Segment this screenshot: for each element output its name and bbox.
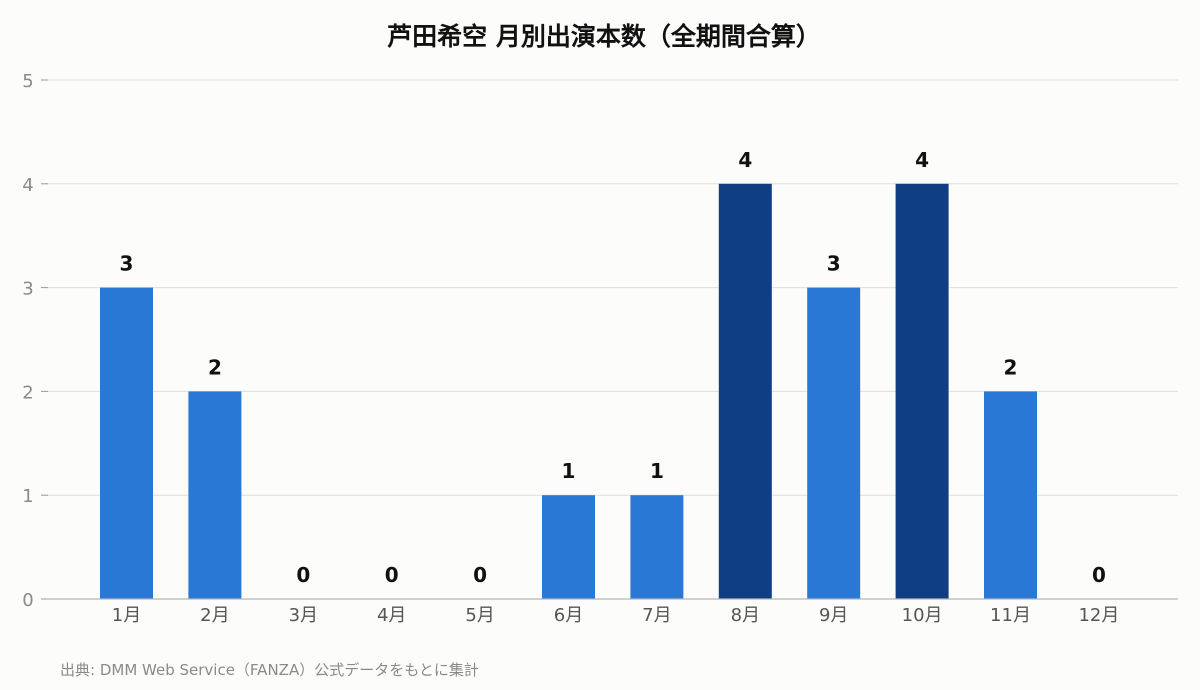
bar — [100, 288, 153, 599]
x-axis: 1月 2月 3月 4月 5月 6月 7月 8月 9月 10月 11月 12月 — [112, 605, 1120, 626]
data-label: 3 — [120, 252, 134, 276]
bar — [630, 495, 683, 599]
y-axis: 0 1 2 3 4 5 — [22, 71, 48, 611]
y-tick-label: 5 — [22, 71, 33, 92]
x-tick-label: 10月 — [902, 605, 943, 626]
x-tick-label: 11月 — [990, 605, 1031, 626]
bar — [188, 391, 241, 599]
data-label: 0 — [385, 563, 399, 587]
x-tick-label: 6月 — [554, 605, 583, 626]
x-tick-label: 12月 — [1078, 605, 1119, 626]
x-tick-label: 2月 — [200, 605, 229, 626]
data-label: 0 — [473, 563, 487, 587]
y-tick-label: 0 — [22, 590, 33, 611]
y-tick-label: 1 — [22, 486, 33, 507]
data-label: 3 — [827, 252, 841, 276]
x-tick-label: 3月 — [289, 605, 318, 626]
x-tick-label: 8月 — [731, 605, 760, 626]
bar — [719, 184, 772, 599]
source-note: 出典: DMM Web Service（FANZA）公式データをもとに集計 — [60, 661, 479, 679]
y-tick-label: 4 — [22, 175, 33, 196]
y-tick-label: 3 — [22, 279, 33, 300]
bar — [807, 288, 860, 599]
x-tick-label: 5月 — [465, 605, 494, 626]
data-label: 0 — [1092, 563, 1106, 587]
data-label: 4 — [915, 148, 929, 172]
data-label: 2 — [208, 355, 222, 379]
bar — [896, 184, 949, 599]
x-tick-label: 4月 — [377, 605, 406, 626]
data-label: 0 — [296, 563, 310, 587]
y-tick-label: 2 — [22, 382, 33, 403]
chart-title: 芦田希空 月別出演本数（全期間合算） — [387, 22, 821, 51]
bar — [542, 495, 595, 599]
data-label: 2 — [1004, 355, 1018, 379]
data-label: 1 — [650, 459, 664, 483]
data-labels: 3 2 0 0 0 1 1 4 3 4 2 0 — [120, 148, 1106, 587]
x-tick-label: 9月 — [819, 605, 848, 626]
x-tick-label: 1月 — [112, 605, 141, 626]
x-tick-label: 7月 — [642, 605, 671, 626]
data-label: 4 — [738, 148, 752, 172]
data-label: 1 — [562, 459, 576, 483]
bar — [984, 391, 1037, 599]
